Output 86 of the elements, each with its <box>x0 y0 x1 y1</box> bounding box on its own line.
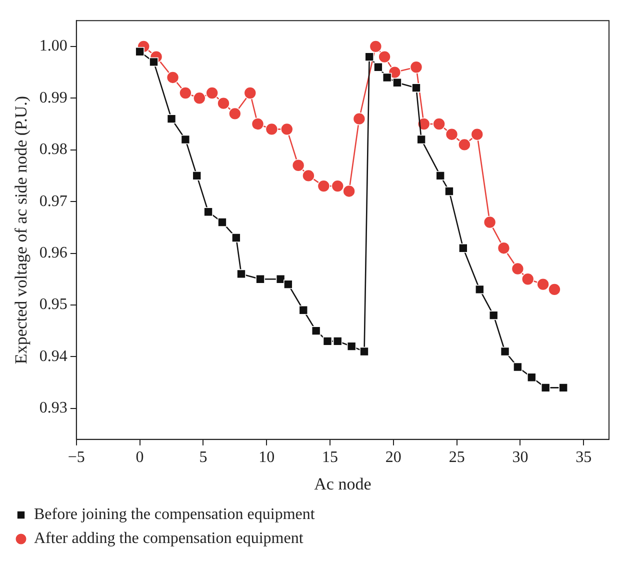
point <box>527 372 536 382</box>
point <box>458 243 468 253</box>
point <box>218 218 227 227</box>
y-axis-title: Expected voltage of ac side node (P.U.) <box>12 96 31 364</box>
point <box>280 122 294 136</box>
point <box>232 233 241 242</box>
point <box>346 342 356 351</box>
point <box>149 57 158 67</box>
point <box>360 346 369 356</box>
y-tick-label: 0.99 <box>39 89 68 106</box>
point <box>416 134 426 144</box>
point <box>193 92 206 105</box>
point <box>265 122 278 136</box>
point <box>352 112 366 126</box>
point <box>470 128 484 141</box>
point <box>192 171 202 180</box>
point <box>388 66 402 79</box>
x-tick-label: −5 <box>68 449 85 466</box>
point <box>540 383 550 392</box>
point <box>513 362 522 372</box>
point <box>392 78 402 88</box>
y-tick-label: 0.98 <box>39 141 68 158</box>
point <box>382 72 392 82</box>
point <box>458 138 471 152</box>
point <box>364 52 374 62</box>
point <box>284 280 293 289</box>
point <box>444 186 454 196</box>
y-tick-label: 0.94 <box>39 348 68 365</box>
point <box>332 336 342 346</box>
point <box>251 118 264 130</box>
y-tick-label: 0.96 <box>39 244 68 262</box>
x-tick-label: 25 <box>448 449 465 466</box>
point <box>204 207 213 217</box>
y-tick-label: 0.93 <box>39 400 68 417</box>
point <box>244 86 257 100</box>
legend-label: Before joining the compensation equipment <box>34 506 316 524</box>
point <box>217 96 230 110</box>
x-tick-label: 30 <box>512 449 528 466</box>
point <box>331 180 344 192</box>
point <box>521 272 534 286</box>
point <box>511 262 524 276</box>
point <box>206 86 218 100</box>
point <box>410 60 423 74</box>
x-tick-label: 5 <box>199 449 208 466</box>
point <box>179 86 192 100</box>
point <box>276 274 286 284</box>
point <box>298 306 308 315</box>
y-tick-label: 0.95 <box>39 296 68 314</box>
x-tick-label: 20 <box>385 449 402 466</box>
point <box>166 71 180 84</box>
x-axis-title: Ac node <box>314 474 372 494</box>
y-tick-label: 0.97 <box>39 192 68 210</box>
point <box>500 346 510 356</box>
point <box>432 118 446 130</box>
point <box>497 242 510 254</box>
point <box>302 169 315 182</box>
point <box>436 171 445 180</box>
point <box>317 180 330 192</box>
point <box>369 40 382 53</box>
x-tick-label: 15 <box>322 449 338 466</box>
point <box>322 336 332 346</box>
point <box>488 310 498 320</box>
point <box>548 283 561 296</box>
point <box>374 62 383 72</box>
point <box>292 158 305 172</box>
point <box>180 134 190 144</box>
legend-label: After adding the compensation equipment <box>34 530 304 548</box>
point <box>342 184 356 198</box>
point <box>558 383 568 392</box>
point <box>417 118 430 130</box>
x-tick-label: 35 <box>576 449 592 466</box>
point <box>135 46 144 56</box>
point <box>445 128 458 141</box>
point <box>256 274 265 284</box>
point <box>311 326 321 336</box>
y-tick-label: 1.00 <box>39 38 68 55</box>
point <box>228 107 242 120</box>
point <box>166 114 176 124</box>
point <box>378 50 391 64</box>
point <box>483 216 496 229</box>
x-tick-label: 0 <box>136 449 144 466</box>
point <box>475 284 484 294</box>
point <box>412 83 421 92</box>
point <box>536 278 550 291</box>
x-tick-label: 10 <box>258 449 275 466</box>
point <box>236 269 246 279</box>
